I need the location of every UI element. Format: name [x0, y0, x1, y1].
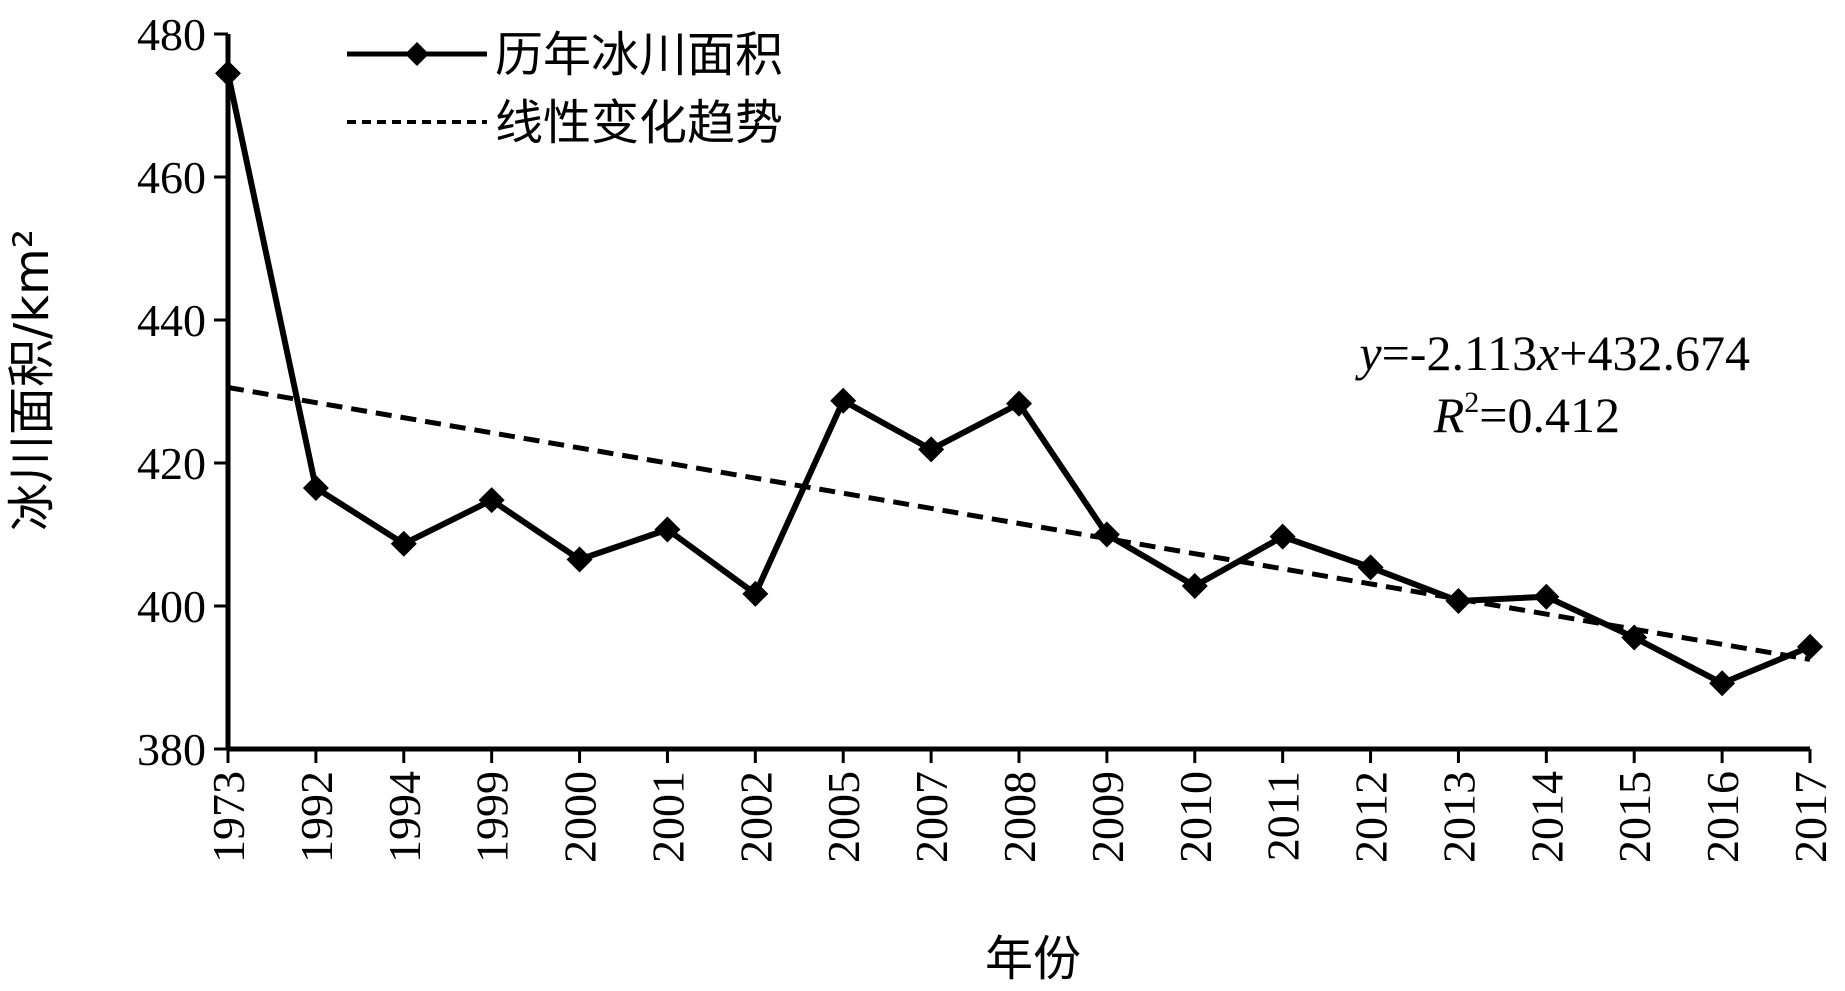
data-point-marker	[478, 487, 505, 514]
data-point-marker	[1357, 554, 1384, 581]
y-axis-ticks: 380 400 420 440 460 480	[137, 9, 228, 775]
x-axis-ticks: 1973 1992 1994 1999 2000 2001 2002 2005 2007 2008…	[203, 749, 1836, 863]
y-tick-label: 440	[137, 295, 206, 346]
data-point-marker	[830, 387, 857, 414]
data-point-marker	[1006, 390, 1032, 417]
trend-line	[227, 385, 1811, 662]
x-tick-label: 2002	[730, 771, 781, 863]
data-point-marker	[1181, 572, 1208, 599]
y-tick-label: 480	[137, 9, 206, 60]
data-point-marker	[1445, 587, 1472, 614]
data-point-marker	[654, 516, 681, 543]
x-tick-label: 2001	[642, 771, 693, 863]
r-squared-var: R	[1433, 387, 1465, 443]
legend-diamond-marker	[405, 42, 429, 66]
data-point-marker	[742, 580, 769, 607]
trend-line-layer	[227, 385, 1811, 662]
x-tick-label: 2011	[1258, 771, 1309, 861]
legend: 历年冰川面积 线性变化趋势	[347, 27, 783, 151]
y-axis-title: 冰川面积/km²	[4, 229, 60, 531]
x-tick-label: 2014	[1521, 771, 1572, 863]
x-tick-label: 1992	[291, 771, 342, 863]
r-squared-superscript: 2	[1464, 386, 1479, 419]
x-tick-label: 1994	[379, 771, 430, 863]
x-tick-label: 2009	[1082, 771, 1133, 863]
y-tick-label: 420	[137, 438, 206, 489]
data-point-marker	[566, 546, 593, 573]
data-point-marker	[390, 530, 417, 557]
data-point-marker	[1709, 670, 1736, 697]
data-point-marker	[1269, 523, 1296, 550]
y-tick-label: 400	[137, 581, 206, 632]
x-tick-label: 2013	[1433, 771, 1484, 863]
r-squared: R2=0.412	[1433, 386, 1620, 443]
x-tick-label: 2000	[555, 771, 606, 863]
data-point-marker	[215, 60, 241, 87]
data-point-marker	[1797, 633, 1823, 660]
data-point-marker	[302, 475, 329, 502]
x-tick-label: 2012	[1346, 771, 1397, 863]
data-point-marker	[1533, 583, 1560, 610]
x-tick-label: 2017	[1785, 771, 1836, 863]
x-tick-label: 2007	[906, 771, 957, 863]
data-point-marker	[918, 436, 945, 463]
legend-label-trend: 线性变化趋势	[495, 95, 783, 151]
x-tick-label: 1973	[203, 771, 254, 863]
equation-y-var: y	[1354, 325, 1382, 381]
data-point-marker	[1093, 521, 1120, 548]
regression-equation: y=-2.113x+432.674	[1354, 325, 1750, 381]
x-axis-title: 年份	[985, 931, 1081, 987]
x-tick-label: 2005	[818, 771, 869, 863]
x-tick-label: 2015	[1609, 771, 1660, 863]
x-tick-label: 2016	[1697, 771, 1748, 863]
equation-slope: =-2.113	[1382, 325, 1538, 381]
x-tick-label: 2008	[994, 771, 1045, 863]
equation-x-var: x	[1536, 325, 1559, 381]
equation-intercept: +432.674	[1559, 325, 1750, 381]
r-squared-value: =0.412	[1479, 387, 1620, 443]
y-tick-label: 380	[137, 724, 206, 775]
data-point-marker	[1621, 624, 1648, 651]
legend-label-series: 历年冰川面积	[495, 27, 783, 83]
series-layer	[215, 60, 1823, 697]
x-tick-label: 2010	[1170, 771, 1221, 863]
y-tick-label: 460	[137, 152, 206, 203]
x-tick-label: 1999	[467, 771, 518, 863]
